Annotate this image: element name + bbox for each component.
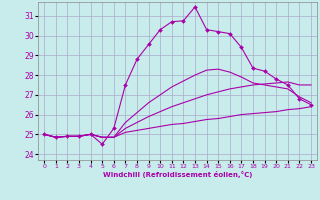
X-axis label: Windchill (Refroidissement éolien,°C): Windchill (Refroidissement éolien,°C)	[103, 171, 252, 178]
